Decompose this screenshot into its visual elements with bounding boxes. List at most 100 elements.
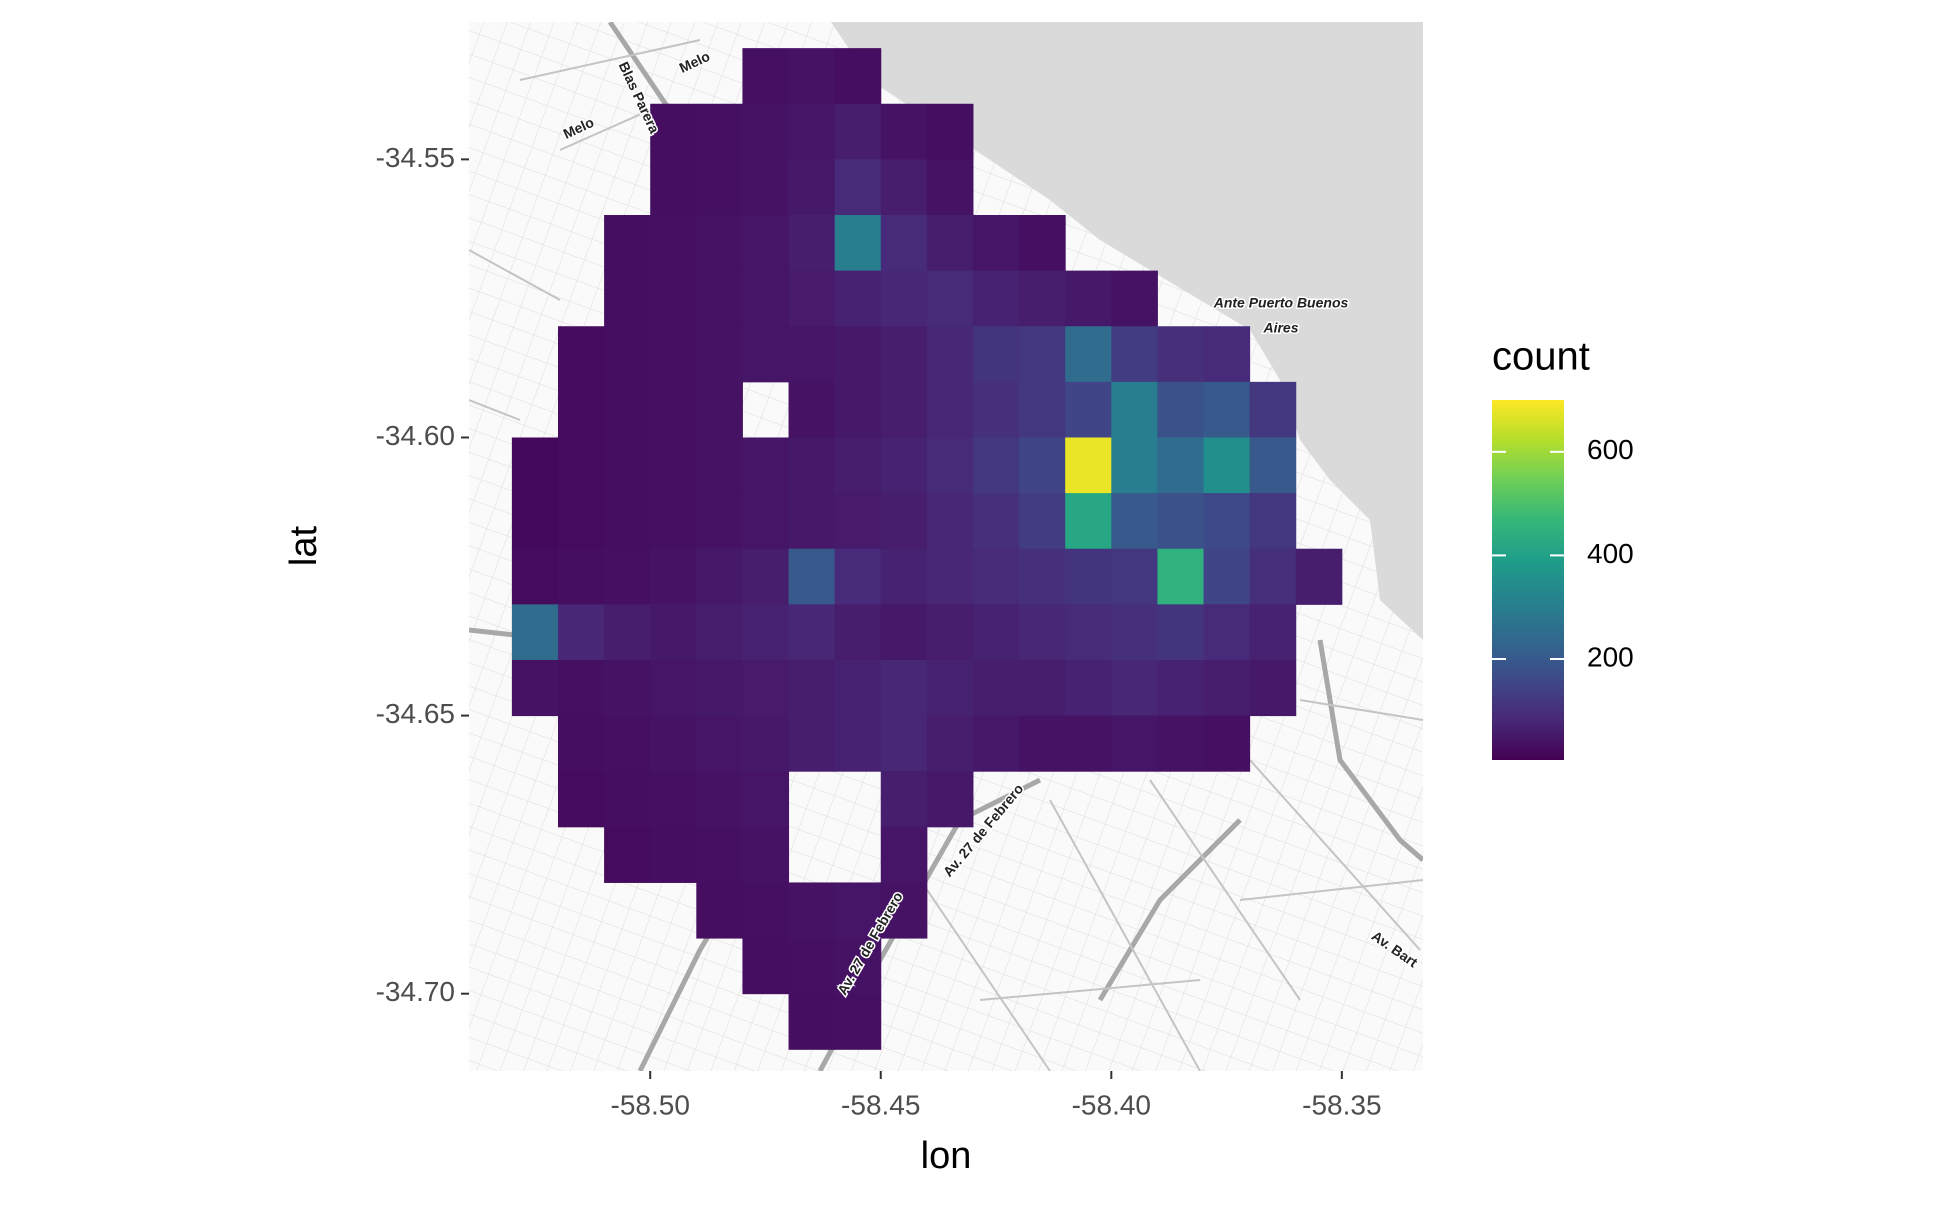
bin-cell (972, 604, 1020, 661)
bin-cell (926, 103, 974, 160)
bin-cell (1157, 326, 1205, 383)
bin-cell (604, 437, 651, 494)
bin-cell (1157, 715, 1205, 772)
bin-cell (1249, 493, 1297, 550)
bin-cell (972, 548, 1020, 605)
bin-cell (650, 381, 697, 438)
legend: 200 400 600 (1492, 434, 1634, 672)
bin-cell (834, 938, 882, 995)
bin-cell (788, 604, 836, 661)
bin-cell (557, 771, 605, 828)
bin-cell (604, 715, 651, 772)
bin-cell (880, 604, 928, 661)
map-label: Ante Puerto Buenos (1213, 295, 1349, 311)
bin-cell (650, 270, 697, 327)
bin-cell (880, 715, 928, 772)
bin-cell (972, 270, 1020, 327)
bin-cell (650, 715, 697, 772)
bin-cell (788, 326, 836, 383)
bin-cell (1111, 381, 1158, 438)
bin-cell (788, 882, 836, 939)
bin-cell (1019, 548, 1066, 605)
bin-cell (926, 771, 974, 828)
bin-cell (1111, 493, 1158, 550)
bin-cell (742, 326, 790, 383)
bin-cell (1065, 326, 1112, 383)
bin-cell (834, 270, 882, 327)
bin-cell (1065, 381, 1112, 438)
bin-cell (788, 381, 836, 438)
bin-cell (604, 215, 651, 272)
bin-cell (696, 771, 743, 828)
bin-cell (1065, 604, 1112, 661)
y-tick-label: -34.60 (376, 420, 455, 451)
bin-cell (1065, 659, 1112, 717)
bin-cell (834, 493, 882, 550)
bin-cell (742, 604, 790, 661)
bin-cell (1157, 381, 1205, 438)
y-tick-label: -34.70 (376, 976, 455, 1007)
bin-cell (1249, 381, 1297, 438)
bin-cell (788, 659, 836, 717)
bin-cell (834, 715, 882, 772)
bin-cell (742, 715, 790, 772)
y-tick-label: -34.65 (376, 698, 455, 729)
bin-cell (1019, 659, 1066, 717)
bin-cell (742, 548, 790, 605)
bin-cell (1111, 326, 1158, 383)
bin-cell (1203, 381, 1251, 438)
bin-cell (788, 493, 836, 550)
y-tick-label: -34.55 (376, 142, 455, 173)
bin-cell (1111, 270, 1158, 327)
bin-cell (557, 659, 605, 717)
bin-cell (788, 103, 836, 160)
bin-cell (742, 103, 790, 160)
bin-cell (972, 437, 1020, 494)
bin-cell (926, 381, 974, 438)
bin-cell (1203, 437, 1251, 494)
bin-cell (742, 771, 790, 828)
bin-cell (972, 659, 1020, 717)
bin-cell (511, 548, 559, 605)
bin-cell (926, 715, 974, 772)
bin-cell (1019, 715, 1066, 772)
bin-cell (880, 437, 928, 494)
bin-cell (650, 604, 697, 661)
bin-cell (1249, 604, 1297, 661)
bin-cell (788, 48, 836, 105)
bin-cell (788, 993, 836, 1050)
heatmap (511, 48, 1343, 1050)
bin-cell (742, 882, 790, 939)
bin-cell (788, 938, 836, 995)
bin-cell (1019, 604, 1066, 661)
bin-cell (926, 493, 974, 550)
bin-cell (557, 437, 605, 494)
bin-cell (926, 604, 974, 661)
bin-cell (880, 103, 928, 160)
bin-cell (788, 159, 836, 216)
bin-cell (880, 326, 928, 383)
bin-cell (604, 604, 651, 661)
bin-cell (650, 771, 697, 828)
bin-cell (696, 715, 743, 772)
bin-cell (972, 493, 1020, 550)
x-tick-label: -58.45 (841, 1089, 920, 1120)
bin-cell (742, 215, 790, 272)
legend-title: count (1492, 335, 1590, 379)
bin-cell (1019, 215, 1066, 272)
bin-cell (1065, 437, 1112, 494)
bin-cell (834, 437, 882, 494)
bin-cell (742, 826, 790, 883)
bin-cell (696, 882, 743, 939)
bin-cell (972, 715, 1020, 772)
bin-cell (834, 48, 882, 105)
bin-cell (1065, 270, 1112, 327)
bin-cell (696, 826, 743, 883)
bin-cell (511, 659, 559, 717)
water (831, 22, 1423, 640)
bin-cell (604, 493, 651, 550)
bin-cell (788, 437, 836, 494)
bin-cell (511, 437, 559, 494)
bin-cell (880, 159, 928, 216)
